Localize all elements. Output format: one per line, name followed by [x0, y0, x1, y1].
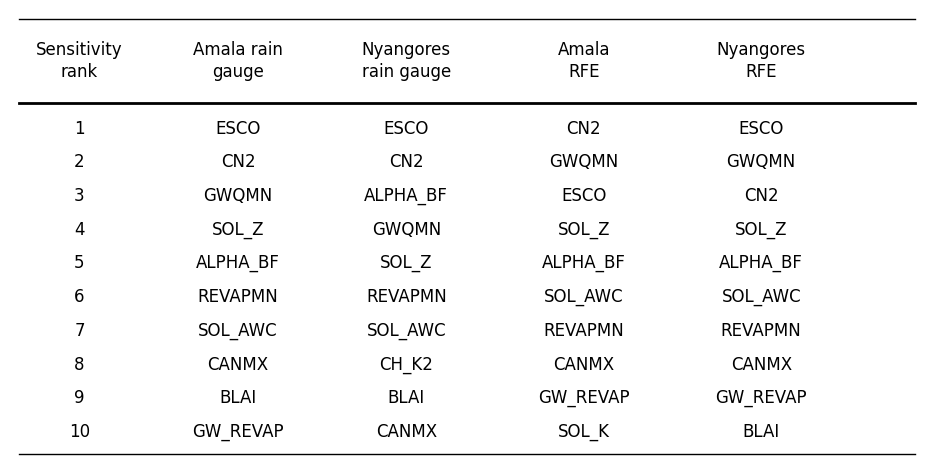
- Text: ESCO: ESCO: [216, 120, 261, 138]
- Text: CN2: CN2: [389, 154, 424, 171]
- Text: Amala
RFE: Amala RFE: [558, 41, 610, 81]
- Text: GW_REVAP: GW_REVAP: [192, 423, 284, 441]
- Text: ALPHA_BF: ALPHA_BF: [719, 255, 803, 272]
- Text: CN2: CN2: [566, 120, 601, 138]
- Text: ESCO: ESCO: [739, 120, 784, 138]
- Text: ALPHA_BF: ALPHA_BF: [196, 255, 280, 272]
- Text: SOL_AWC: SOL_AWC: [366, 322, 446, 340]
- Text: CANMX: CANMX: [207, 356, 269, 373]
- Text: 6: 6: [74, 288, 85, 306]
- Text: BLAI: BLAI: [743, 423, 780, 441]
- Text: BLAI: BLAI: [388, 389, 425, 407]
- Text: CANMX: CANMX: [375, 423, 437, 441]
- Text: REVAPMN: REVAPMN: [544, 322, 624, 340]
- Text: ESCO: ESCO: [561, 187, 606, 205]
- Text: REVAPMN: REVAPMN: [721, 322, 801, 340]
- Text: GWQMN: GWQMN: [549, 154, 618, 171]
- Text: Sensitivity
rank: Sensitivity rank: [36, 41, 122, 81]
- Text: GWQMN: GWQMN: [204, 187, 273, 205]
- Text: SOL_Z: SOL_Z: [558, 221, 610, 239]
- Text: 2: 2: [74, 154, 85, 171]
- Text: 1: 1: [74, 120, 85, 138]
- Text: GW_REVAP: GW_REVAP: [715, 389, 807, 407]
- Text: ALPHA_BF: ALPHA_BF: [364, 187, 448, 205]
- Text: 10: 10: [69, 423, 90, 441]
- Text: 7: 7: [74, 322, 85, 340]
- Text: GW_REVAP: GW_REVAP: [538, 389, 630, 407]
- Text: CANMX: CANMX: [730, 356, 792, 373]
- Text: SOL_AWC: SOL_AWC: [198, 322, 278, 340]
- Text: Nyangores
rain gauge: Nyangores rain gauge: [361, 41, 451, 81]
- Text: SOL_Z: SOL_Z: [380, 255, 432, 272]
- Text: REVAPMN: REVAPMN: [366, 288, 446, 306]
- Text: Nyangores
RFE: Nyangores RFE: [716, 41, 806, 81]
- Text: SOL_K: SOL_K: [558, 423, 610, 441]
- Text: GWQMN: GWQMN: [372, 221, 441, 239]
- Text: 5: 5: [74, 255, 85, 272]
- Text: CN2: CN2: [220, 154, 256, 171]
- Text: SOL_Z: SOL_Z: [212, 221, 264, 239]
- Text: ESCO: ESCO: [384, 120, 429, 138]
- Text: 9: 9: [74, 389, 85, 407]
- Text: CN2: CN2: [743, 187, 779, 205]
- Text: ALPHA_BF: ALPHA_BF: [542, 255, 626, 272]
- Text: SOL_AWC: SOL_AWC: [721, 288, 801, 306]
- Text: CANMX: CANMX: [553, 356, 615, 373]
- Text: SOL_AWC: SOL_AWC: [544, 288, 624, 306]
- Text: CH_K2: CH_K2: [379, 356, 433, 373]
- Text: 4: 4: [74, 221, 85, 239]
- Text: SOL_Z: SOL_Z: [735, 221, 787, 239]
- Text: GWQMN: GWQMN: [727, 154, 796, 171]
- Text: Amala rain
gauge: Amala rain gauge: [193, 41, 283, 81]
- Text: 3: 3: [74, 187, 85, 205]
- Text: 8: 8: [74, 356, 85, 373]
- Text: BLAI: BLAI: [219, 389, 257, 407]
- Text: REVAPMN: REVAPMN: [198, 288, 278, 306]
